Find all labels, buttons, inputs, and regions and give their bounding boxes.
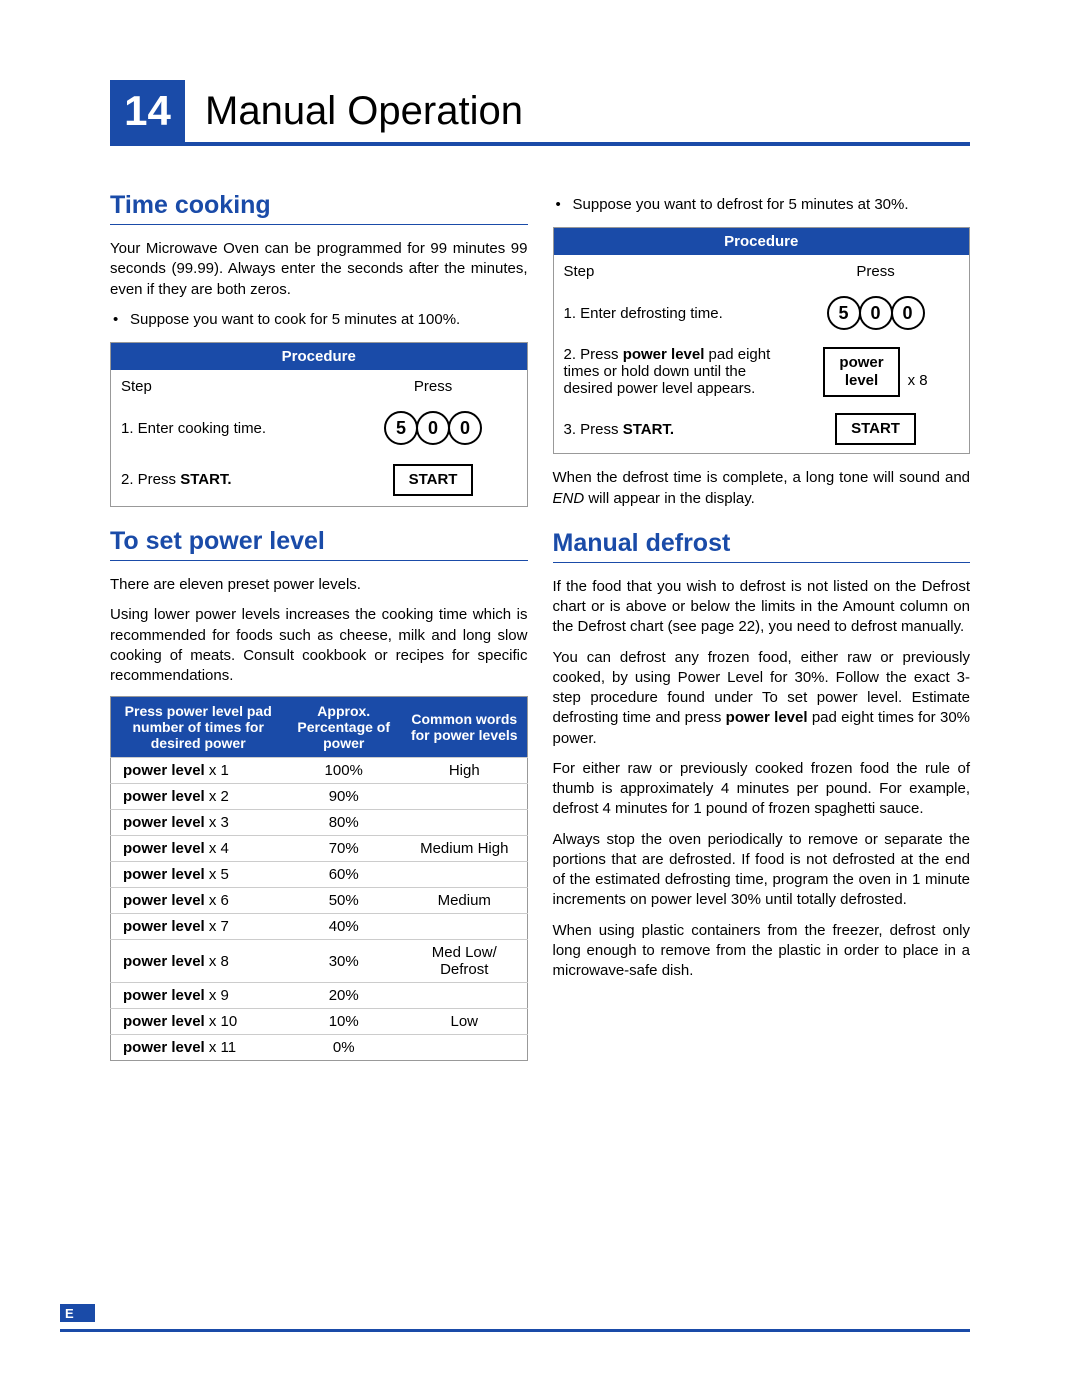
paragraph: When using plastic containers from the f…	[553, 921, 971, 982]
digit-0: 0	[448, 411, 482, 445]
col-step: Step	[553, 255, 782, 288]
table-row: power level x 110%	[111, 1035, 528, 1061]
digit-5: 5	[384, 411, 418, 445]
table-header: Approx. Percentage of power	[285, 697, 402, 758]
col-step: Step	[111, 370, 340, 403]
digit-0: 0	[416, 411, 450, 445]
col-press: Press	[340, 370, 527, 403]
footer-line	[60, 1329, 970, 1332]
table-row: power level x 920%	[111, 983, 528, 1009]
paragraph: There are eleven preset power levels.	[110, 575, 528, 595]
table-row: power level x 830%Med Low/ Defrost	[111, 940, 528, 983]
power-level-table: Press power level pad number of times fo…	[110, 696, 528, 1061]
start-button-cell: START	[340, 453, 527, 507]
digit-0: 0	[891, 296, 925, 330]
start-button: START	[835, 413, 916, 445]
step-text: 2. Press power level pad eight times or …	[553, 338, 782, 405]
col-press: Press	[782, 255, 969, 288]
page-title: Manual Operation	[205, 89, 523, 134]
step-text: 1. Enter cooking time.	[111, 403, 340, 453]
table-header: Common words for power levels	[402, 697, 527, 758]
power-level-button-cell: powerlevel x 8	[782, 338, 969, 405]
start-button-cell: START	[782, 405, 969, 454]
table-row: power level x 1010%Low	[111, 1009, 528, 1035]
table-row: power level x 1100%High	[111, 758, 528, 784]
paragraph: Always stop the oven periodically to rem…	[553, 830, 971, 911]
procedure-table-cooking: Procedure Step Press 1. Enter cooking ti…	[110, 342, 528, 507]
start-button: START	[393, 464, 474, 496]
paragraph: Using lower power levels increases the c…	[110, 605, 528, 686]
table-row: power level x 470%Medium High	[111, 836, 528, 862]
procedure-table-defrost: Procedure Step Press 1. Enter defrosting…	[553, 227, 971, 454]
table-row: power level x 380%	[111, 810, 528, 836]
heading-time-cooking: Time cooking	[110, 191, 528, 225]
page-header: 14 Manual Operation	[110, 80, 970, 146]
step-text: 3. Press START.	[553, 405, 782, 454]
step-text: 2. Press START.	[111, 453, 340, 507]
x8-label: x 8	[908, 372, 928, 389]
table-row: power level x 740%	[111, 914, 528, 940]
paragraph: If the food that you wish to defrost is …	[553, 577, 971, 638]
table-row: power level x 650%Medium	[111, 888, 528, 914]
heading-power-level: To set power level	[110, 527, 528, 561]
table-header: Procedure	[553, 228, 970, 256]
power-level-button: powerlevel	[823, 347, 899, 397]
digit-buttons: 500	[340, 403, 527, 453]
table-header: Procedure	[111, 343, 528, 371]
table-row: power level x 560%	[111, 862, 528, 888]
table-row: power level x 290%	[111, 784, 528, 810]
paragraph: When the defrost time is complete, a lon…	[553, 468, 971, 509]
step-text: 1. Enter defrosting time.	[553, 288, 782, 338]
page-number: 14	[110, 80, 185, 142]
footer-tab: E	[60, 1304, 95, 1322]
right-column: Suppose you want to defrost for 5 minute…	[553, 191, 971, 1061]
left-column: Time cooking Your Microwave Oven can be …	[110, 191, 528, 1061]
content: Time cooking Your Microwave Oven can be …	[110, 191, 970, 1061]
bullet: Suppose you want to cook for 5 minutes a…	[110, 310, 528, 330]
digit-0: 0	[859, 296, 893, 330]
digit-buttons: 500	[782, 288, 969, 338]
bullet: Suppose you want to defrost for 5 minute…	[553, 195, 971, 215]
paragraph: You can defrost any frozen food, either …	[553, 648, 971, 749]
table-header: Press power level pad number of times fo…	[111, 697, 286, 758]
heading-manual-defrost: Manual defrost	[553, 529, 971, 563]
paragraph: Your Microwave Oven can be programmed fo…	[110, 239, 528, 300]
paragraph: For either raw or previously cooked froz…	[553, 759, 971, 820]
digit-5: 5	[827, 296, 861, 330]
